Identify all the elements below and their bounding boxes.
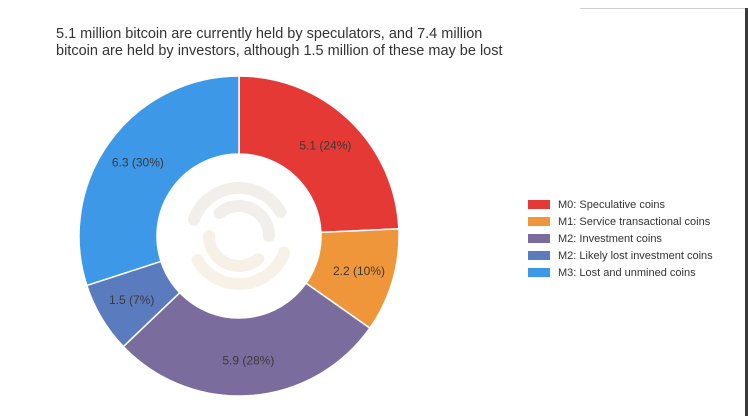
legend-item-m3-lost-unmined: M3: Lost and unmined coins bbox=[528, 264, 713, 281]
chart-title-line-1: 5.1 million bitcoin are currently held b… bbox=[56, 26, 483, 42]
legend-item-m2-lost: M2: Likely lost investment coins bbox=[528, 247, 713, 264]
donut-slice-m3 bbox=[78, 75, 240, 287]
legend-swatch-m3 bbox=[528, 268, 550, 277]
legend-swatch-m1 bbox=[528, 217, 550, 226]
donut-slice-m0 bbox=[238, 75, 400, 234]
slice-label-m1: 2.2 (10%) bbox=[333, 264, 385, 278]
frame-border-top bbox=[580, 8, 748, 9]
donut-slice-m2 bbox=[122, 282, 371, 397]
legend-label-m2: M2: Investment coins bbox=[558, 232, 662, 245]
legend-label-m3: M3: Lost and unmined coins bbox=[558, 266, 696, 279]
chart-legend: M0: Speculative coins M1: Service transa… bbox=[528, 196, 713, 281]
slice-label-m3: 6.3 (30%) bbox=[112, 156, 164, 170]
chart-title-line-2: bitcoin are held by investors, although … bbox=[56, 43, 503, 59]
watermark-logo-icon bbox=[187, 182, 291, 290]
legend-label-m0: M0: Speculative coins bbox=[558, 198, 665, 211]
legend-item-m1-service: M1: Service transactional coins bbox=[528, 213, 713, 230]
legend-label-m1: M1: Service transactional coins bbox=[558, 215, 711, 228]
chart-title: 5.1 million bitcoin are currently held b… bbox=[56, 26, 576, 60]
slice-label-m0: 5.1 (24%) bbox=[299, 139, 351, 153]
legend-label-m2-lost: M2: Likely lost investment coins bbox=[558, 249, 713, 262]
slice-label-m2: 5.9 (28%) bbox=[222, 354, 274, 368]
legend-swatch-m2 bbox=[528, 234, 550, 243]
legend-item-m0-speculative: M0: Speculative coins bbox=[528, 196, 713, 213]
legend-item-m2-investment: M2: Investment coins bbox=[528, 230, 713, 247]
legend-swatch-m0 bbox=[528, 200, 550, 209]
slice-label-m2-lost: 1.5 (7%) bbox=[109, 293, 154, 307]
legend-swatch-m2-lost bbox=[528, 251, 550, 260]
frame-border-right bbox=[745, 8, 748, 416]
